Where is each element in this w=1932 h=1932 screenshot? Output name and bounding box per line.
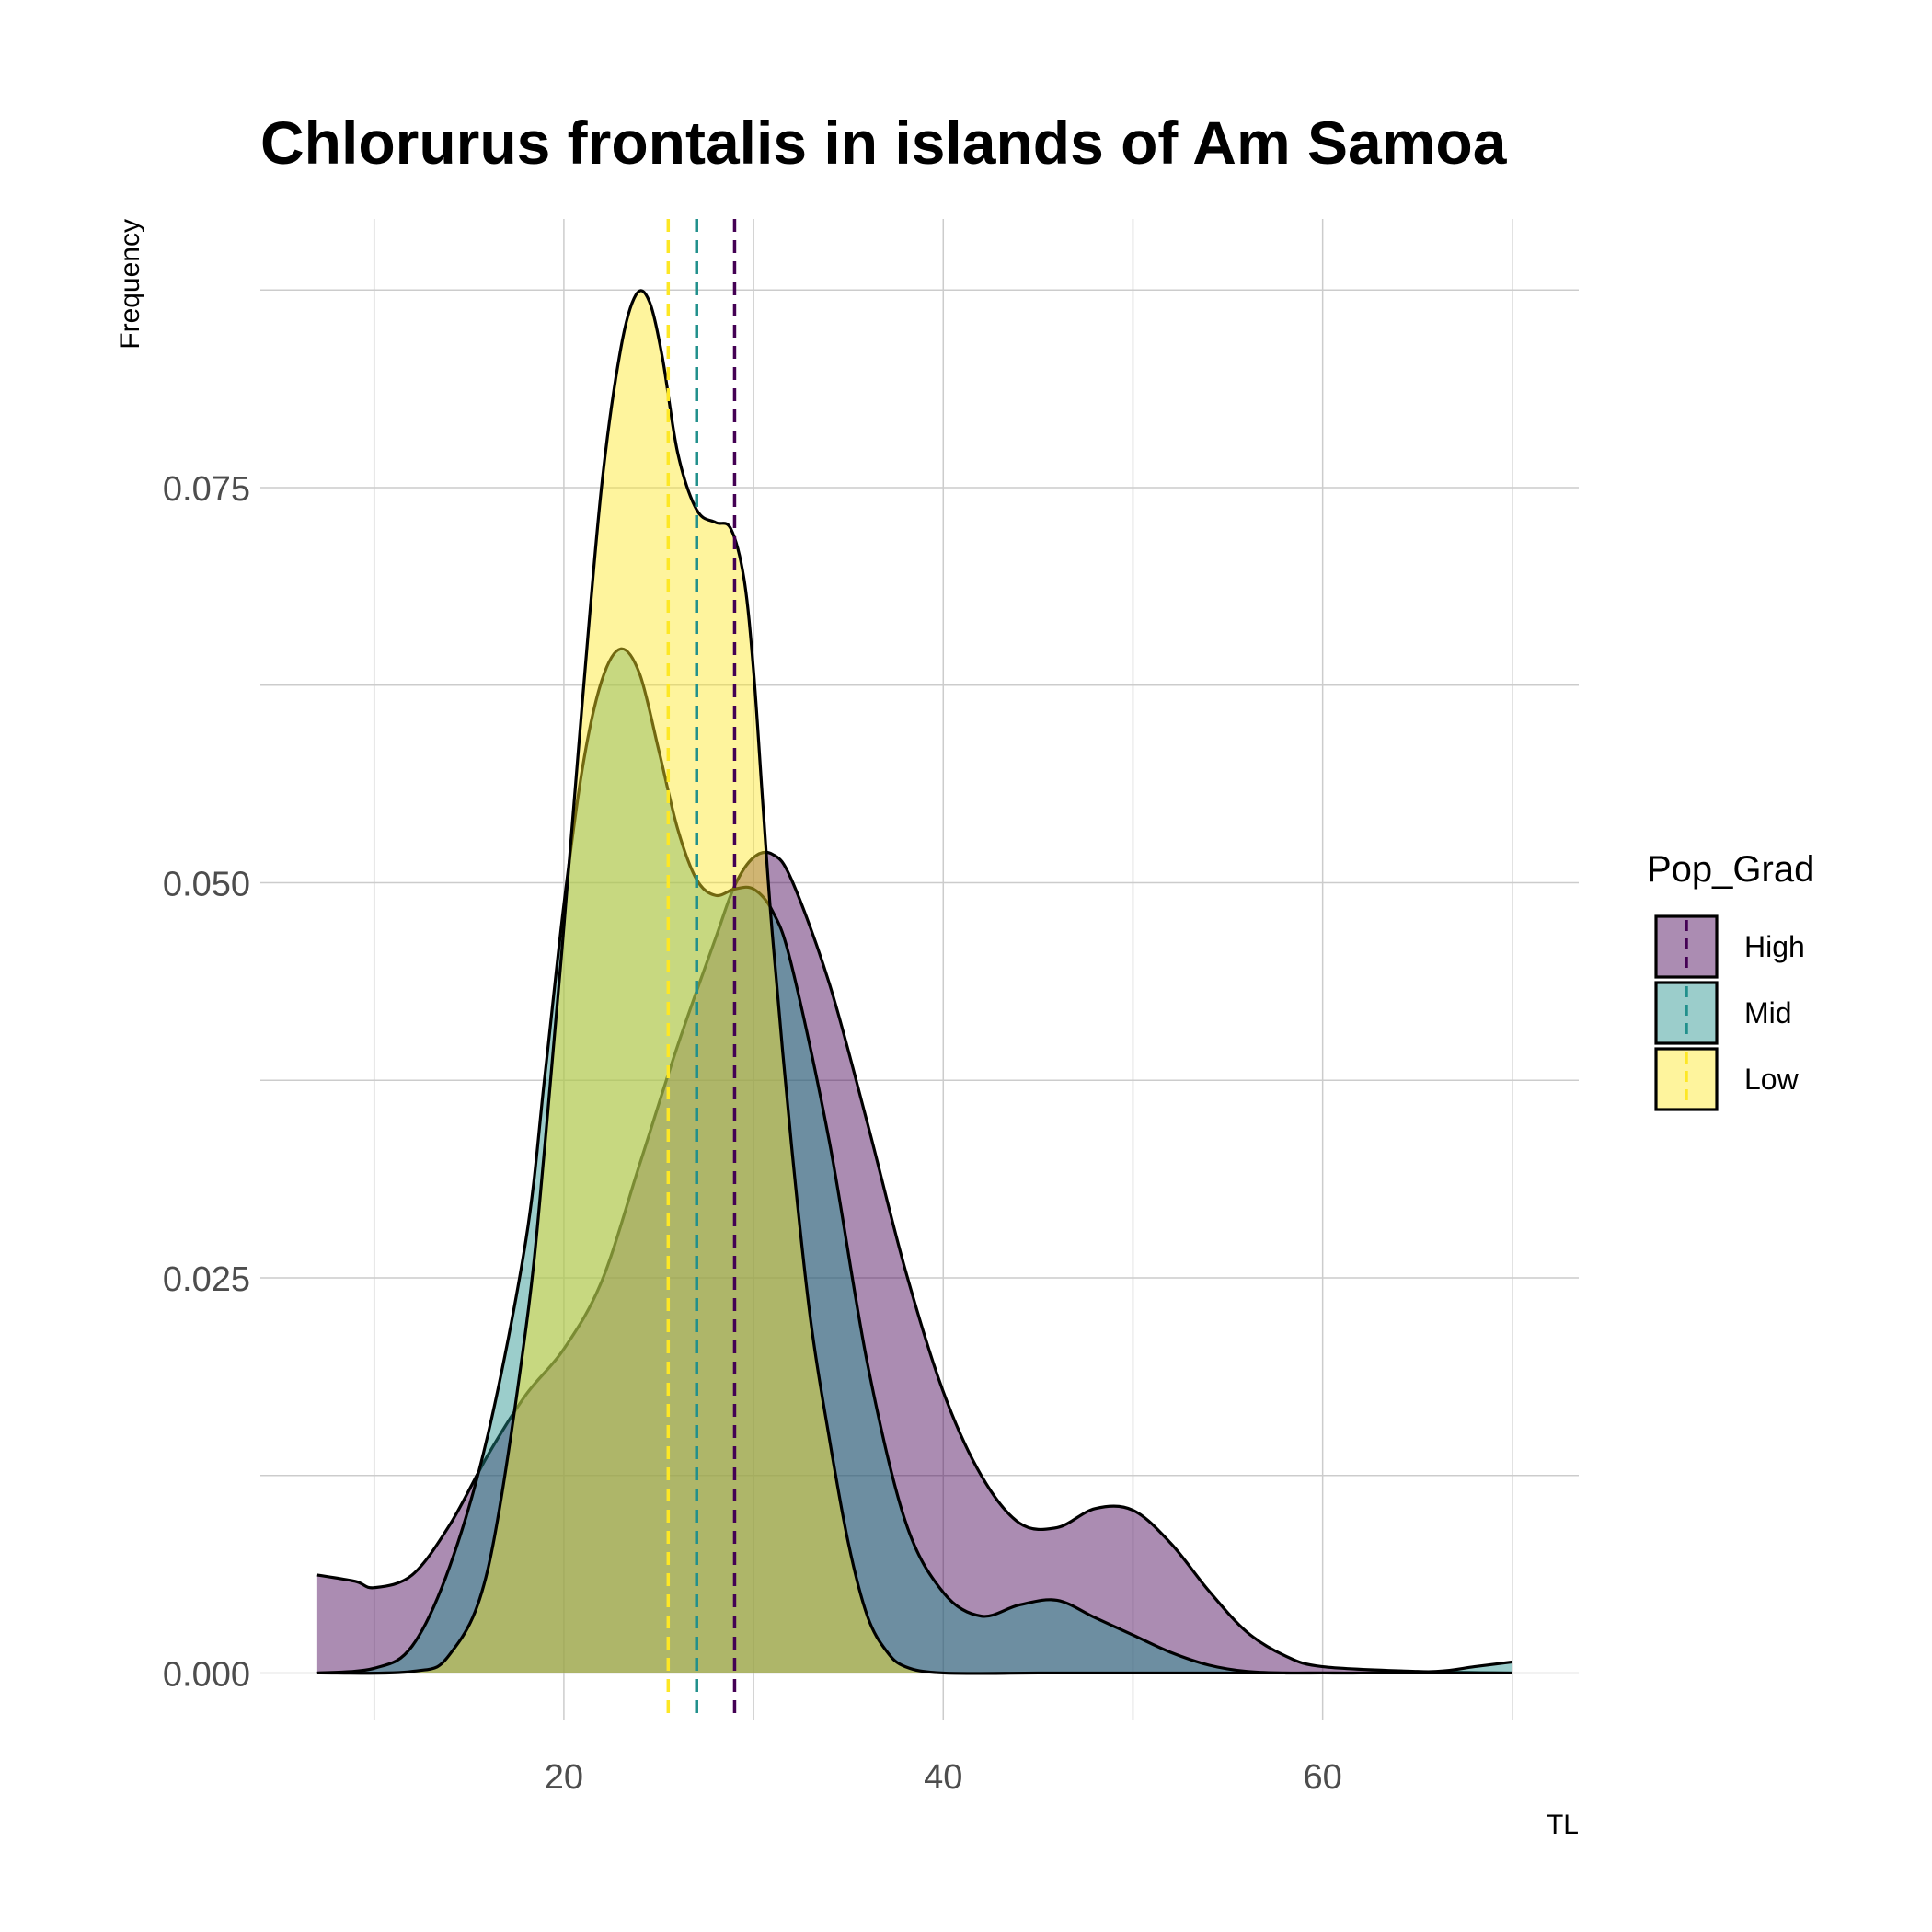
legend-label-mid: Mid xyxy=(1744,996,1792,1029)
density-area-high xyxy=(316,852,1512,1673)
density-area-mid xyxy=(316,649,1512,1673)
legend-label-high: High xyxy=(1744,930,1805,963)
legend-item-mid: Mid xyxy=(1654,981,1792,1045)
y-axis-title: Frequency xyxy=(115,219,145,350)
y-tick-label: 0.000 xyxy=(163,1655,250,1694)
density-outline-mid xyxy=(316,647,1513,1675)
x-tick-label: 40 xyxy=(924,1758,962,1797)
density-areas xyxy=(316,289,1513,1675)
y-tick-label: 0.025 xyxy=(163,1260,250,1299)
x-axis-title: TL xyxy=(1547,1810,1579,1840)
y-axis-ticks: 0.000 0.025 0.050 0.075 xyxy=(163,470,250,1694)
x-axis-ticks: 20 40 60 xyxy=(545,1758,1342,1797)
legend-item-high: High xyxy=(1654,914,1805,979)
y-tick-label: 0.075 xyxy=(163,470,250,509)
density-outline-high xyxy=(316,850,1512,1675)
legend-item-low: Low xyxy=(1654,1047,1800,1111)
density-area-low xyxy=(316,290,1512,1673)
legend-title: Pop_Grad xyxy=(1647,849,1814,890)
x-tick-label: 20 xyxy=(545,1758,583,1797)
x-tick-label: 60 xyxy=(1304,1758,1342,1797)
y-tick-label: 0.050 xyxy=(163,866,250,904)
legend: Pop_Grad High Mid Low xyxy=(1647,849,1814,1111)
mean-lines xyxy=(666,219,737,1720)
chart-title: Chlorurus frontalis in islands of Am Sam… xyxy=(260,109,1508,177)
grid-lines xyxy=(260,219,1579,1720)
legend-label-low: Low xyxy=(1744,1063,1800,1096)
density-outline-low xyxy=(316,289,1512,1675)
